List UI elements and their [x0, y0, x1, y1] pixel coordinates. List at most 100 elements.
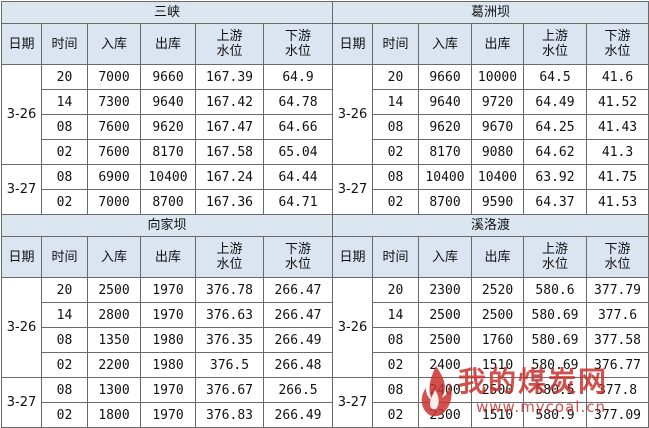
inflow-cell: 2800: [87, 302, 141, 328]
panel-xiluodu: 溪洛渡 日期 时间 入库 出库 上游 水位 下游 水位 3-26 20 2300 2520 580.6 37…: [331, 214, 649, 428]
time-cell: 14: [372, 89, 419, 115]
header-inflow: 入库: [418, 236, 472, 278]
inflow-cell: 2300: [418, 402, 472, 428]
header-downstream-level: 下游 水位: [585, 236, 649, 278]
table-row: 02 1800 1970 376.83 266.49: [2, 402, 334, 428]
downstream-level-cell: 41.43: [585, 114, 649, 140]
time-cell: 20: [372, 277, 419, 303]
header-upstream-level-text: 水位: [216, 44, 243, 59]
inflow-cell: 7300: [87, 89, 141, 115]
upstream-level-cell: 64.62: [523, 139, 587, 165]
panel-gezhouba: 葛洲坝 日期 时间 入库 出库 上游 水位 下游 水位 3-26 20 9660 10000 64.5 41…: [331, 1, 649, 215]
table-row: 3-27 08 10400 10400 63.92 41.75: [332, 164, 649, 215]
date-cell: 3-26: [332, 64, 373, 165]
header-date-text: 日期: [8, 36, 35, 52]
inflow-cell: 6900: [87, 164, 141, 190]
header-downstream-level: 下游 水位: [585, 23, 649, 65]
data-table: 溪洛渡 日期 时间 入库 出库 上游 水位 下游 水位 3-26 20 2300 2520 580.6 37…: [331, 214, 649, 428]
time-cell: 08: [372, 377, 419, 403]
time-cell: 02: [41, 189, 88, 215]
outflow-cell: 2520: [471, 277, 524, 303]
header-time: 时间: [372, 236, 419, 278]
outflow-cell: 9640: [140, 89, 196, 115]
outflow-cell: 9670: [471, 114, 524, 140]
time-cell: 02: [41, 402, 88, 428]
table-row: 02 8700 9590 64.37 41.53: [333, 189, 649, 215]
header-upstream-level: 上游 水位: [523, 23, 587, 65]
inflow-cell: 2500: [418, 327, 472, 353]
header-upstream-level-text: 上游: [541, 242, 568, 257]
time-cell: 02: [41, 352, 88, 378]
header-outflow-text: 出库: [484, 36, 511, 52]
upstream-level-cell: 580.9: [523, 402, 587, 428]
panel-title: 溪洛渡: [331, 214, 649, 237]
data-table: 三峡 日期 时间 入库 出库 上游 水位 下游 水位 3-26 20 7000 9660 167.39 64…: [0, 1, 334, 215]
time-cell: 08: [372, 164, 419, 190]
time-cell: 02: [372, 189, 419, 215]
inflow-cell: 7000: [87, 189, 141, 215]
time-cell: 02: [41, 139, 88, 165]
date-cell: 3-26: [1, 64, 42, 165]
outflow-cell: 1510: [471, 352, 524, 378]
downstream-level-cell: 266.47: [262, 277, 334, 303]
header-downstream-level-text: 水位: [604, 44, 631, 59]
outflow-cell: 1970: [140, 377, 196, 403]
outflow-cell: 9080: [471, 139, 524, 165]
date-cell: 3-27: [1, 164, 42, 215]
table-row: 08 7600 9620 167.47 64.66: [2, 114, 334, 140]
time-cell: 14: [41, 302, 88, 328]
header-inflow: 入库: [87, 236, 141, 278]
header-time-text: 时间: [382, 249, 409, 265]
header-downstream-level-text: 下游: [604, 29, 631, 44]
inflow-cell: 1300: [87, 377, 141, 403]
time-cell: 08: [41, 114, 88, 140]
time-cell: 20: [372, 64, 419, 90]
header-inflow-text: 入库: [431, 36, 458, 52]
header-date-text: 日期: [8, 249, 35, 265]
header-time-text: 时间: [51, 249, 78, 265]
downstream-level-cell: 64.9: [262, 64, 334, 90]
downstream-level-cell: 41.53: [585, 189, 649, 215]
inflow-cell: 2500: [418, 302, 472, 328]
table-row: 14 7300 9640 167.42 64.78: [2, 89, 334, 115]
table-row: 08 1350 1980 376.35 266.49: [2, 327, 334, 353]
table-row: 14 9640 9720 64.49 41.52: [333, 89, 649, 115]
header-inflow-text: 入库: [431, 249, 458, 265]
downstream-level-cell: 64.66: [262, 114, 334, 140]
outflow-cell: 10400: [471, 164, 524, 190]
upstream-level-cell: 580.69: [523, 327, 587, 353]
header-downstream-level-text: 下游: [285, 242, 312, 257]
inflow-cell: 9620: [418, 114, 472, 140]
outflow-cell: 1760: [471, 327, 524, 353]
inflow-cell: 8170: [418, 139, 472, 165]
inflow-cell: 7000: [87, 64, 141, 90]
inflow-cell: 9660: [418, 64, 472, 90]
header-upstream-level-text: 上游: [216, 29, 243, 44]
header-downstream-level-text: 水位: [285, 44, 312, 59]
time-cell: 08: [41, 377, 88, 403]
table-row: 02 8170 9080 64.62 41.3: [333, 139, 649, 165]
header-inflow-text: 入库: [100, 36, 127, 52]
downstream-level-cell: 64.71: [262, 189, 334, 215]
header-upstream-level-text: 上游: [216, 242, 243, 257]
header-outflow: 出库: [471, 236, 524, 278]
upstream-level-cell: 580.6: [523, 277, 587, 303]
header-downstream-level-text: 下游: [285, 29, 312, 44]
header-downstream-level-text: 下游: [604, 242, 631, 257]
table-row: 3-27 08 6900 10400 167.24 64.44: [1, 164, 334, 215]
inflow-cell: 7600: [87, 114, 141, 140]
downstream-level-cell: 376.77: [585, 352, 649, 378]
upstream-level-cell: 376.63: [195, 302, 264, 328]
header-outflow: 出库: [471, 23, 524, 65]
header-date-text: 日期: [339, 249, 366, 265]
header-upstream-level: 上游 水位: [195, 236, 264, 278]
time-cell: 20: [41, 64, 88, 90]
downstream-level-cell: 266.48: [262, 352, 334, 378]
upstream-level-cell: 376.83: [195, 402, 264, 428]
upstream-level-cell: 64.37: [523, 189, 587, 215]
inflow-cell: 2400: [418, 352, 472, 378]
panel-title: 三峡: [0, 1, 334, 24]
upstream-level-cell: 167.58: [195, 139, 264, 165]
inflow-cell: 2300: [418, 277, 472, 303]
panel-title: 葛洲坝: [331, 1, 649, 24]
